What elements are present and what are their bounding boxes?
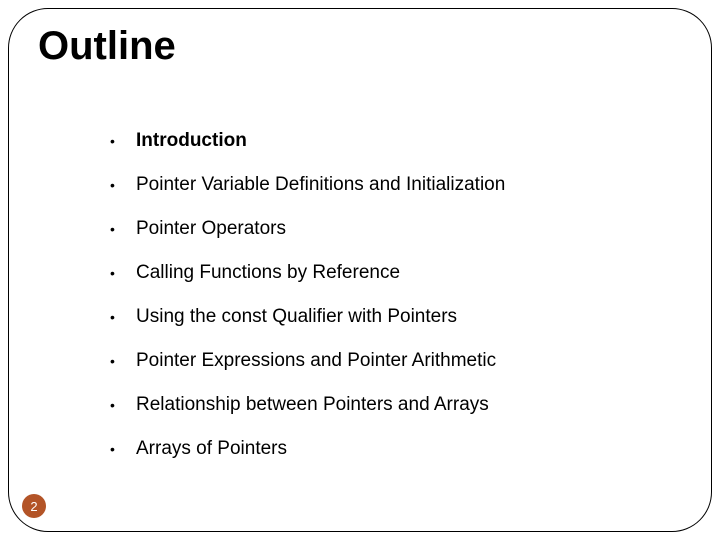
list-item: • Pointer Variable Definitions and Initi… bbox=[110, 174, 680, 196]
bullet-icon: • bbox=[110, 353, 136, 369]
list-item: • Pointer Operators bbox=[110, 218, 680, 240]
slide-title: Outline bbox=[38, 24, 176, 69]
outline-list: • Introduction • Pointer Variable Defini… bbox=[110, 130, 680, 482]
list-item: • Introduction bbox=[110, 130, 680, 152]
bullet-icon: • bbox=[110, 309, 136, 325]
bullet-icon: • bbox=[110, 177, 136, 193]
page-number-badge: 2 bbox=[22, 494, 46, 518]
list-item: • Using the const Qualifier with Pointer… bbox=[110, 306, 680, 328]
item-text: Introduction bbox=[136, 130, 247, 152]
item-text: Pointer Variable Definitions and Initial… bbox=[136, 174, 505, 196]
bullet-icon: • bbox=[110, 265, 136, 281]
list-item: • Pointer Expressions and Pointer Arithm… bbox=[110, 350, 680, 372]
page-number: 2 bbox=[30, 499, 37, 514]
item-text: Relationship between Pointers and Arrays bbox=[136, 394, 489, 416]
item-text: Using the const Qualifier with Pointers bbox=[136, 306, 457, 328]
list-item: • Relationship between Pointers and Arra… bbox=[110, 394, 680, 416]
item-text: Pointer Expressions and Pointer Arithmet… bbox=[136, 350, 496, 372]
item-text: Pointer Operators bbox=[136, 218, 286, 240]
item-text: Calling Functions by Reference bbox=[136, 262, 400, 284]
bullet-icon: • bbox=[110, 397, 136, 413]
slide: Outline • Introduction • Pointer Variabl… bbox=[0, 0, 720, 540]
bullet-icon: • bbox=[110, 133, 136, 149]
list-item: • Calling Functions by Reference bbox=[110, 262, 680, 284]
item-text: Arrays of Pointers bbox=[136, 438, 287, 460]
list-item: • Arrays of Pointers bbox=[110, 438, 680, 460]
bullet-icon: • bbox=[110, 221, 136, 237]
bullet-icon: • bbox=[110, 441, 136, 457]
